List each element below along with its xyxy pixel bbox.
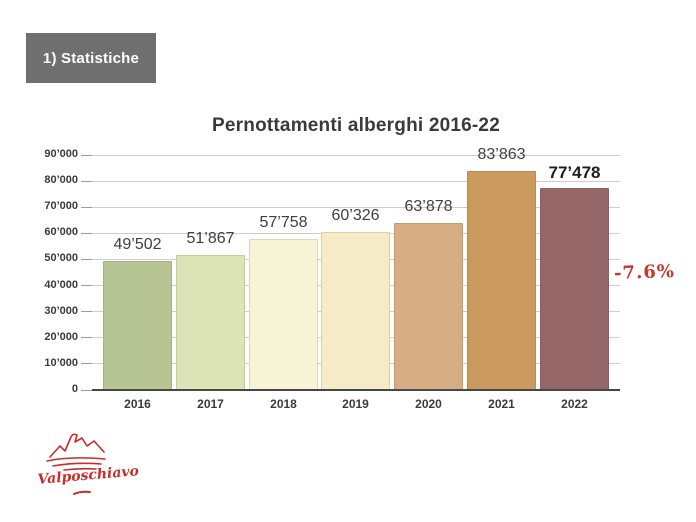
chart-title: Pernottamenti alberghi 2016-22 xyxy=(212,115,500,136)
y-tick-mark xyxy=(81,206,92,208)
y-axis-tick-label: 70’000 xyxy=(44,200,78,213)
y-axis-tick-label: 20’000 xyxy=(44,330,78,343)
y-tick-mark xyxy=(81,363,92,365)
y-tick-mark xyxy=(81,285,92,287)
bar-2019 xyxy=(321,232,390,390)
mountain-icon xyxy=(46,433,106,495)
valposchiavo-logo: Valposchiavo xyxy=(37,433,140,495)
bar-2020 xyxy=(394,223,463,390)
bar-value-label: 83’863 xyxy=(477,146,526,163)
y-axis-tick-label: 10’000 xyxy=(44,356,78,369)
x-axis-category-label: 2018 xyxy=(270,397,297,411)
bar-value-label: 49’502 xyxy=(113,236,162,253)
gridline xyxy=(92,206,620,208)
x-axis-category-label: 2022 xyxy=(561,397,588,411)
y-tick-mark xyxy=(81,180,92,182)
section-header-label: 1) Statistiche xyxy=(42,49,140,67)
section-header-box: 1) Statistiche xyxy=(26,33,156,83)
bar-value-label: 63’878 xyxy=(404,198,453,215)
x-axis-category-label: 2020 xyxy=(415,397,442,411)
x-axis-category-label: 2019 xyxy=(342,397,369,411)
y-tick-mark xyxy=(81,154,92,156)
x-axis-category-label: 2017 xyxy=(197,397,224,411)
y-axis-tick-label: 50’000 xyxy=(44,252,78,265)
bar-2022 xyxy=(540,188,609,390)
y-axis-tick-label: 60’000 xyxy=(44,226,78,239)
y-axis-tick-label: 80’000 xyxy=(44,174,78,187)
bar-2017 xyxy=(176,255,245,390)
x-axis-category-label: 2016 xyxy=(124,397,151,411)
logo-wordmark: Valposchiavo xyxy=(37,463,140,488)
y-axis-tick-label: 0 xyxy=(71,383,78,395)
y-tick-mark xyxy=(81,311,92,313)
gridline xyxy=(92,180,620,182)
y-axis-tick-label: 40’000 xyxy=(44,278,78,291)
y-tick-mark xyxy=(81,389,92,391)
percent-change-annotation: -7.6% xyxy=(613,260,676,285)
y-tick-mark xyxy=(81,258,92,260)
gridline xyxy=(92,154,620,156)
bar-value-label: 77’478 xyxy=(548,163,601,182)
y-axis-tick-label: 30’000 xyxy=(44,304,78,317)
bar-value-label: 57’758 xyxy=(259,214,308,231)
y-axis-tick-label: 90’000 xyxy=(44,148,78,160)
y-tick-mark xyxy=(81,337,92,339)
bar-value-label: 60’326 xyxy=(331,207,380,224)
bar-2021 xyxy=(467,171,536,390)
y-tick-mark xyxy=(81,232,92,234)
x-axis-category-label: 2021 xyxy=(488,397,515,411)
bar-2016 xyxy=(103,261,172,390)
bar-2018 xyxy=(249,239,318,390)
bar-value-label: 51’867 xyxy=(186,230,235,247)
x-axis-line xyxy=(92,389,620,391)
